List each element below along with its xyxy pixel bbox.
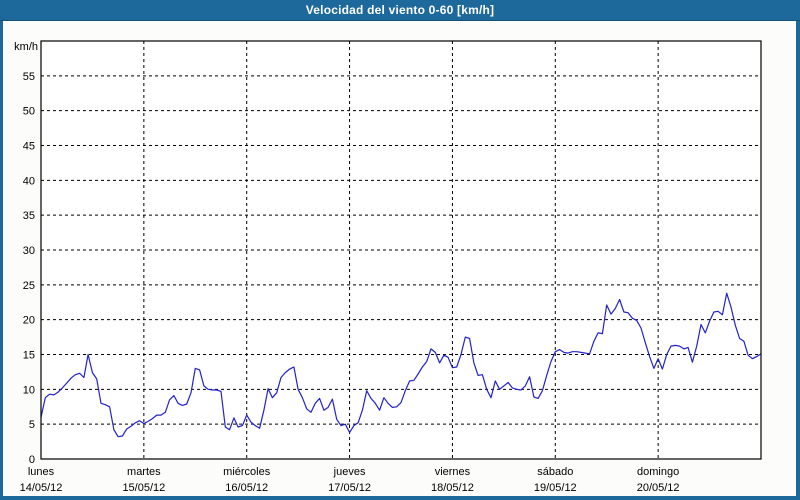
y-axis-tick-label: 5: [29, 419, 35, 431]
x-axis-date-label: 20/05/12: [637, 482, 680, 494]
y-axis-tick-label: 55: [23, 71, 35, 83]
y-axis-tick-label: 25: [23, 280, 35, 292]
title-bar: Velocidad del viento 0-60 [km/h]: [0, 0, 800, 21]
x-axis-date-label: 16/05/12: [225, 482, 268, 494]
y-axis-tick-label: 45: [23, 141, 35, 153]
x-axis-day-label: viernes: [435, 466, 471, 478]
y-axis-tick-label: 40: [23, 175, 35, 187]
y-axis-tick-label: 20: [23, 315, 35, 327]
page-title: Velocidad del viento 0-60 [km/h]: [305, 3, 495, 17]
x-axis-date-label: 14/05/12: [20, 482, 63, 494]
y-axis-tick-label: 10: [23, 384, 35, 396]
y-axis-tick-label: 35: [23, 210, 35, 222]
x-axis-day-label: jueves: [333, 466, 366, 478]
plot-border: [40, 40, 762, 460]
wind-speed-line: [40, 292, 762, 438]
x-axis-date-label: 18/05/12: [431, 482, 474, 494]
y-axis-tick-label: 50: [23, 106, 35, 118]
x-axis-day-label: martes: [127, 466, 161, 478]
y-axis-tick-label: 30: [23, 245, 35, 257]
x-axis-day-label: lunes: [28, 466, 55, 478]
y-axis-unit-label: km/h: [14, 41, 38, 53]
y-axis-tick-label: 0: [29, 454, 35, 466]
x-axis-date-label: 17/05/12: [328, 482, 371, 494]
x-axis-date-label: 19/05/12: [534, 482, 577, 494]
x-axis-date-label: 15/05/12: [122, 482, 165, 494]
x-axis-day-label: sábado: [537, 466, 573, 478]
x-axis-day-label: domingo: [637, 466, 679, 478]
x-axis-day-label: miércoles: [223, 466, 271, 478]
y-axis-tick-label: 15: [23, 350, 35, 362]
